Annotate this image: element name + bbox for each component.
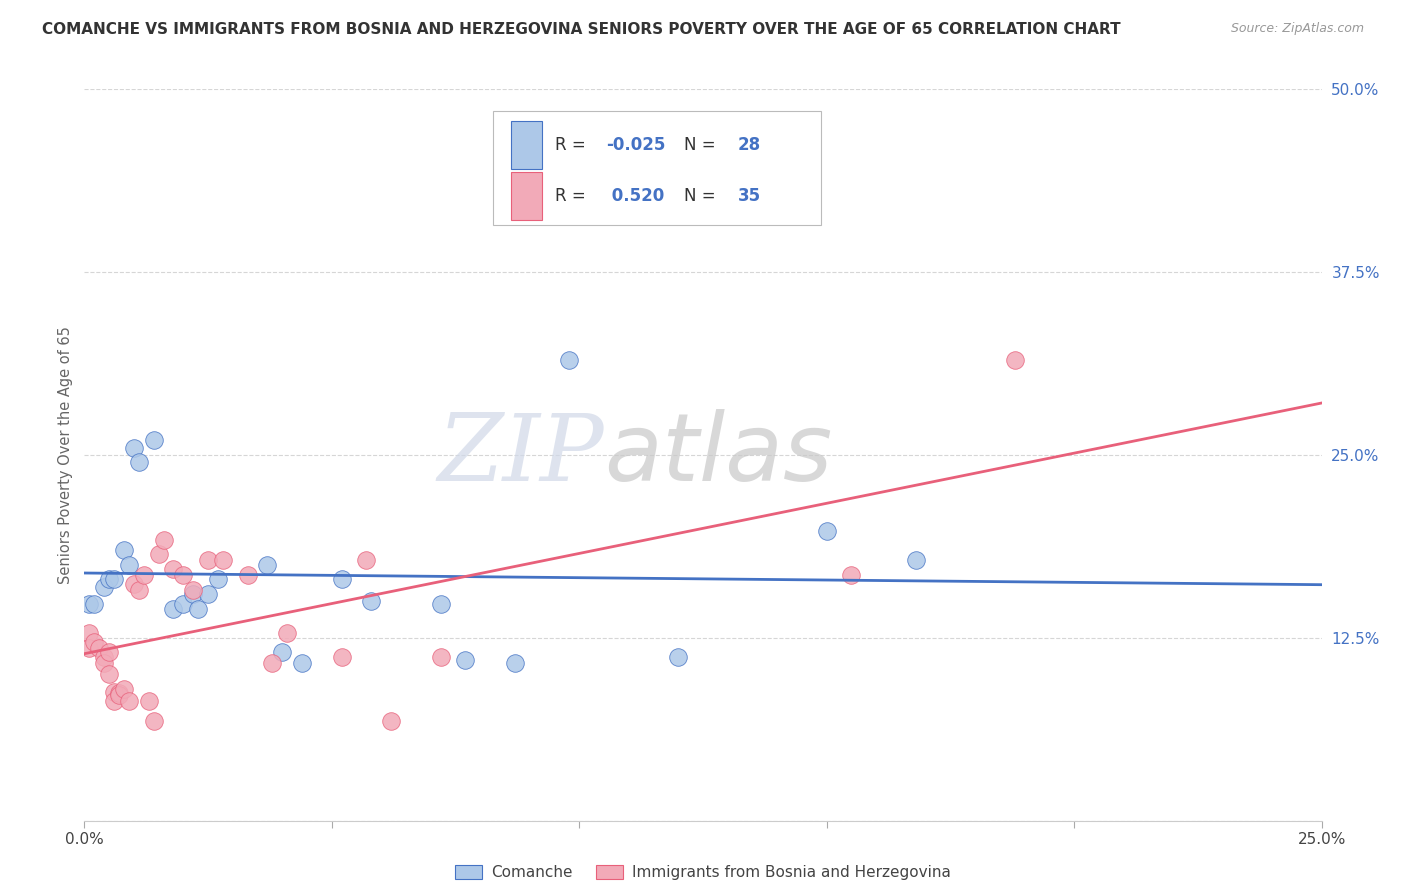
Point — [1004, 352, 1026, 367]
Point — [207, 572, 229, 586]
Point — [108, 686, 131, 700]
FancyBboxPatch shape — [492, 112, 821, 225]
Point — [118, 558, 141, 572]
Point — [83, 597, 105, 611]
Point — [93, 580, 115, 594]
Point — [79, 640, 101, 655]
Point — [108, 688, 131, 702]
Point — [162, 562, 184, 576]
Point — [187, 601, 209, 615]
Text: atlas: atlas — [605, 409, 832, 500]
Point — [148, 548, 170, 562]
Point — [93, 649, 115, 664]
Text: 0.520: 0.520 — [606, 187, 665, 205]
Y-axis label: Seniors Poverty Over the Age of 65: Seniors Poverty Over the Age of 65 — [58, 326, 73, 584]
Point — [112, 543, 135, 558]
Point — [122, 441, 145, 455]
Point — [112, 681, 135, 696]
Point — [503, 656, 526, 670]
Point — [128, 582, 150, 597]
Point — [98, 667, 121, 681]
Point — [93, 656, 115, 670]
Point — [118, 694, 141, 708]
Point — [356, 553, 378, 567]
Point — [291, 656, 314, 670]
Point — [271, 645, 294, 659]
Point — [89, 640, 111, 655]
Point — [181, 582, 204, 597]
Point — [262, 656, 284, 670]
Point — [256, 558, 278, 572]
Text: Source: ZipAtlas.com: Source: ZipAtlas.com — [1230, 22, 1364, 36]
Point — [380, 714, 402, 728]
Point — [172, 567, 194, 582]
Point — [276, 626, 298, 640]
Point — [454, 653, 477, 667]
Point — [142, 714, 165, 728]
Point — [142, 434, 165, 448]
Text: N =: N = — [685, 136, 721, 154]
Point — [815, 524, 838, 538]
Point — [330, 649, 353, 664]
Text: N =: N = — [685, 187, 721, 205]
Point — [558, 352, 581, 367]
Point — [152, 533, 174, 547]
Point — [429, 597, 451, 611]
Point — [103, 685, 125, 699]
Text: 28: 28 — [738, 136, 761, 154]
Point — [98, 645, 121, 659]
Point — [128, 455, 150, 469]
Point — [138, 694, 160, 708]
Bar — [512, 172, 543, 220]
Point — [841, 567, 863, 582]
Point — [197, 553, 219, 567]
Point — [181, 587, 204, 601]
Point — [103, 572, 125, 586]
Text: COMANCHE VS IMMIGRANTS FROM BOSNIA AND HERZEGOVINA SENIORS POVERTY OVER THE AGE : COMANCHE VS IMMIGRANTS FROM BOSNIA AND H… — [42, 22, 1121, 37]
Point — [236, 567, 259, 582]
Point — [122, 576, 145, 591]
Text: R =: R = — [554, 187, 591, 205]
Point — [98, 572, 121, 586]
Point — [360, 594, 382, 608]
Point — [197, 587, 219, 601]
Text: ZIP: ZIP — [437, 410, 605, 500]
Text: 35: 35 — [738, 187, 761, 205]
Bar — [512, 121, 543, 169]
Legend: Comanche, Immigrants from Bosnia and Herzegovina: Comanche, Immigrants from Bosnia and Her… — [449, 859, 957, 886]
Point — [330, 572, 353, 586]
Point — [212, 553, 235, 567]
Point — [429, 649, 451, 664]
Point — [666, 649, 689, 664]
Point — [132, 567, 155, 582]
Text: R =: R = — [554, 136, 591, 154]
Point — [103, 694, 125, 708]
Point — [162, 601, 184, 615]
Point — [83, 635, 105, 649]
Point — [172, 597, 194, 611]
Text: -0.025: -0.025 — [606, 136, 666, 154]
Point — [904, 553, 927, 567]
Point — [79, 597, 101, 611]
Point — [79, 626, 101, 640]
